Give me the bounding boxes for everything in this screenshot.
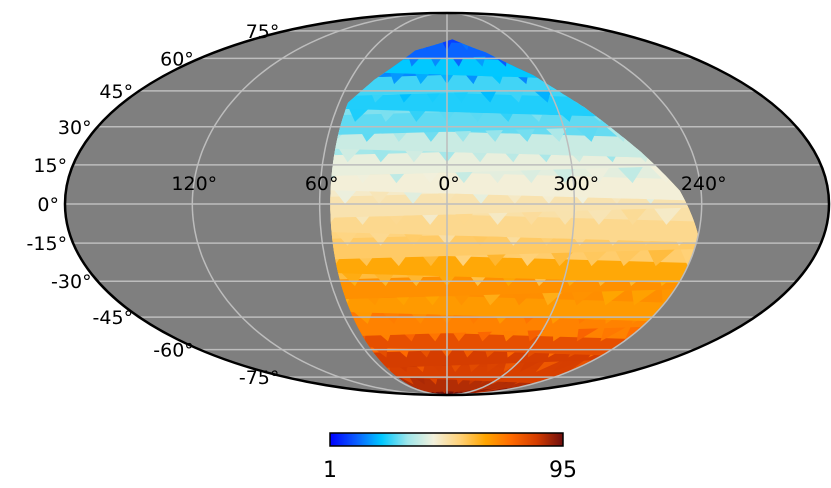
latitude-label: 60°: [160, 48, 194, 70]
latitude-label: -45°: [93, 307, 134, 329]
healpix-pixel: [330, 305, 699, 342]
latitude-label: -60°: [153, 340, 194, 362]
healpix-pixel: [330, 266, 699, 306]
meridian-line: [446, 13, 576, 395]
latitude-label: -30°: [51, 271, 92, 293]
latitude-label: 15°: [33, 155, 67, 177]
meridian-line: [446, 13, 703, 395]
longitude-label: 0°: [438, 173, 460, 195]
healpix-pixel: [330, 224, 699, 267]
healpix-pixel: [330, 102, 699, 142]
colorbar: [329, 432, 564, 447]
longitude-label: 120°: [171, 173, 217, 195]
healpix-pixel: [330, 39, 670, 67]
healpix-pixel: [330, 66, 699, 103]
healpix-pixel: [330, 141, 699, 184]
latitude-label: -75°: [239, 367, 280, 389]
latitude-labels: 75° 60° 45° 30° 15° 0° -15° -30°-45° -60° -75°: [27, 21, 280, 389]
longitude-label: 60°: [305, 173, 339, 195]
healpix-pixel: [330, 341, 670, 373]
longitude-label: 240°: [681, 173, 727, 195]
meridian-line: [318, 13, 448, 395]
colorbar-max-label: 95: [549, 458, 577, 483]
latitude-label: 30°: [58, 117, 92, 139]
meridian-line: [191, 13, 448, 395]
longitude-labels: 120° 60° 0° 300° 240°: [171, 173, 726, 195]
latitude-label: 45°: [99, 81, 133, 103]
longitude-label: 300°: [553, 173, 599, 195]
latitude-label: -15°: [27, 233, 68, 255]
latitude-label: 0°: [37, 194, 59, 216]
colorbar-min-label: 1: [323, 458, 337, 483]
map-outline: [63, 11, 831, 397]
latitude-label: 75°: [246, 21, 280, 43]
